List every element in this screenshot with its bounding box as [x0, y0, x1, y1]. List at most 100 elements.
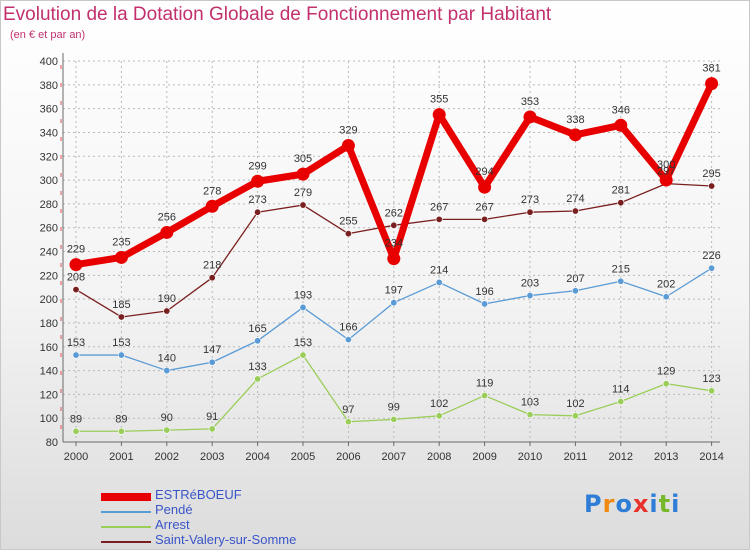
data-label: 262: [385, 207, 403, 219]
x-tick-label: 2011: [564, 451, 588, 463]
data-point: [208, 358, 216, 366]
x-tick-label: 2005: [291, 451, 315, 463]
data-point: [160, 225, 174, 239]
data-point: [526, 208, 534, 216]
data-label: 103: [521, 397, 539, 409]
data-label: 267: [430, 201, 448, 213]
data-point: [72, 286, 80, 294]
data-point: [117, 427, 125, 435]
x-tick-label: 2007: [382, 451, 406, 463]
data-label: 297: [657, 166, 675, 178]
data-label: 226: [702, 250, 720, 262]
data-point: [390, 221, 398, 229]
data-label: 218: [203, 260, 221, 272]
y-tick-label: 180: [40, 318, 58, 330]
data-label: 129: [657, 366, 675, 378]
data-point: [299, 351, 307, 359]
data-label: 90: [161, 412, 173, 424]
data-label: 294: [475, 166, 493, 178]
proxiti-logo: Proxiti: [584, 490, 680, 518]
data-label: 102: [566, 398, 584, 410]
data-label: 123: [702, 373, 720, 385]
data-label: 281: [612, 185, 630, 197]
y-tick-label: 280: [40, 199, 58, 211]
data-label: 185: [112, 299, 130, 311]
data-point: [344, 418, 352, 426]
data-point: [435, 215, 443, 223]
data-point: [435, 412, 443, 420]
x-tick-label: 2000: [64, 451, 88, 463]
y-tick-label: 120: [40, 389, 58, 401]
data-point: [614, 118, 628, 132]
data-label: 273: [248, 194, 266, 206]
data-point: [571, 412, 579, 420]
logo-letter: r: [602, 490, 616, 518]
y-tick-label: 260: [40, 223, 58, 235]
x-tick-label: 2012: [609, 451, 633, 463]
data-point: [208, 274, 216, 282]
data-label: 338: [566, 114, 584, 126]
legend-swatch: [101, 541, 151, 543]
data-label: 329: [339, 125, 357, 137]
data-point: [617, 199, 625, 207]
data-label: 273: [521, 194, 539, 206]
data-point: [299, 201, 307, 209]
data-label: 235: [112, 236, 130, 248]
y-tick-label: 240: [40, 247, 58, 259]
data-point: [163, 426, 171, 434]
y-tick-label: 200: [40, 294, 58, 306]
data-point: [568, 128, 582, 142]
data-point: [432, 108, 446, 122]
data-label: 190: [158, 293, 176, 305]
logo-letter: o: [615, 490, 633, 518]
data-point: [708, 264, 716, 272]
legend-swatch: [101, 511, 151, 513]
data-label: 381: [702, 63, 720, 75]
data-point: [705, 77, 719, 91]
data-point: [571, 207, 579, 215]
y-tick-label: 360: [40, 104, 58, 116]
data-label: 196: [475, 286, 493, 298]
y-tick-label: 160: [40, 342, 58, 354]
logo-letter: x: [632, 490, 650, 518]
data-label: 346: [612, 104, 630, 116]
data-point: [69, 258, 83, 272]
data-label: 207: [566, 273, 584, 285]
data-point: [478, 180, 492, 194]
data-point: [526, 411, 534, 419]
data-label: 119: [476, 378, 494, 390]
data-label: 166: [339, 322, 357, 334]
y-tick-label: 400: [40, 56, 58, 68]
data-label: 295: [702, 168, 720, 180]
data-point: [254, 337, 262, 345]
y-tick-label: 320: [40, 151, 58, 163]
data-point: [662, 293, 670, 301]
logo-letter: P: [584, 490, 603, 518]
x-tick-label: 2006: [336, 451, 360, 463]
data-point: [481, 392, 489, 400]
data-label: 202: [657, 279, 675, 291]
y-tick-label: 220: [40, 270, 58, 282]
data-label: 215: [612, 263, 630, 275]
data-label: 153: [294, 337, 312, 349]
data-point: [708, 182, 716, 190]
data-point: [481, 300, 489, 308]
x-tick-label: 2002: [155, 451, 179, 463]
y-tick-label: 100: [40, 413, 58, 425]
x-tick-label: 2004: [245, 451, 269, 463]
data-point: [659, 173, 673, 187]
chart-title: Evolution de la Dotation Globale de Fonc…: [3, 4, 552, 25]
x-tick-label: 2013: [654, 451, 678, 463]
y-tick-label: 380: [40, 80, 58, 92]
data-label: 147: [203, 344, 221, 356]
data-point: [117, 351, 125, 359]
data-point: [344, 336, 352, 344]
data-point: [205, 199, 219, 213]
data-label: 203: [521, 278, 539, 290]
data-label: 229: [67, 244, 85, 256]
data-point: [390, 299, 398, 307]
data-label: 353: [521, 96, 539, 108]
logo-letter: i: [671, 490, 681, 518]
data-point: [526, 292, 534, 300]
